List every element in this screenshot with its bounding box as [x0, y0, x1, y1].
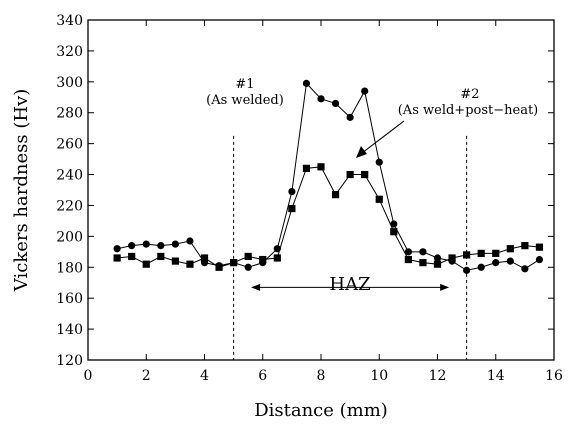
data-point-circle: [186, 237, 194, 245]
y-tick-label: 180: [56, 260, 83, 276]
data-point-circle: [404, 248, 412, 256]
haz-label: HAZ: [329, 274, 370, 295]
data-point-circle: [142, 240, 150, 248]
data-point-circle: [244, 263, 252, 271]
data-point-circle: [535, 255, 544, 264]
data-point-circle: [361, 87, 369, 95]
data-point-square: [390, 228, 398, 236]
x-tick-label: 10: [370, 368, 388, 384]
data-point-circle: [157, 242, 165, 250]
data-point-square: [521, 242, 529, 250]
data-point-square: [288, 204, 296, 213]
data-point-square: [506, 245, 514, 253]
y-tick-label: 320: [56, 44, 83, 60]
data-point-circle: [317, 95, 325, 103]
x-tick-label: 4: [200, 368, 209, 384]
data-point-square: [331, 191, 340, 199]
x-tick-label: 6: [258, 368, 267, 384]
data-point-square: [375, 195, 383, 203]
data-point-square: [346, 170, 354, 179]
data-point-square: [361, 170, 369, 179]
data-point-circle: [477, 263, 485, 271]
data-point-square: [200, 254, 209, 262]
annotation-2-number: #2: [460, 87, 479, 102]
haz-arrowhead-right: [440, 283, 450, 291]
data-point-circle: [492, 259, 500, 267]
data-point-square: [492, 249, 500, 257]
data-point-square: [433, 260, 442, 268]
x-tick-label: 12: [429, 368, 447, 384]
haz-arrowhead-left: [251, 283, 261, 291]
data-point-circle: [288, 187, 296, 196]
annotation-1-number: #1: [235, 77, 254, 92]
data-point-square: [404, 255, 412, 264]
data-series: [113, 79, 544, 274]
data-point-circle: [463, 266, 471, 274]
x-axis-title: Distance (mm): [254, 400, 388, 421]
data-point-square: [259, 255, 267, 264]
x-tick-label: 0: [84, 368, 93, 384]
series-line-2: [117, 166, 540, 268]
y-tick-label: 120: [56, 353, 83, 369]
y-axis-title: Vickers hardness (Hv): [11, 89, 32, 292]
data-point-square: [317, 163, 325, 171]
data-point-circle: [302, 79, 311, 87]
data-point-circle: [113, 245, 121, 253]
annotation-2-label: (As weld+post−heat): [398, 103, 539, 118]
data-point-square: [535, 243, 544, 251]
data-point-square: [128, 252, 136, 261]
y-tick-label: 300: [56, 75, 83, 91]
data-point-circle: [375, 158, 383, 166]
plot-frame: [87, 19, 555, 361]
y-tick-label: 200: [56, 229, 83, 245]
y-tick-label: 240: [56, 168, 83, 184]
data-point-square: [448, 254, 456, 262]
x-tick-label: 2: [142, 368, 151, 384]
data-point-circle: [506, 257, 514, 265]
x-tick-label: 8: [317, 368, 326, 384]
haz-span-arrow: [251, 283, 450, 291]
data-point-circle: [346, 113, 354, 121]
data-point-square: [230, 259, 238, 267]
data-point-circle: [390, 220, 398, 228]
data-point-square: [302, 164, 311, 172]
data-point-square: [171, 257, 179, 265]
data-point-square: [157, 252, 165, 261]
data-point-square: [419, 259, 427, 267]
y-tick-label: 160: [56, 291, 83, 307]
data-point-circle: [331, 99, 340, 108]
y-tick-label: 220: [56, 198, 83, 214]
x-tick-label: 14: [487, 368, 505, 384]
data-point-square: [463, 251, 471, 259]
annotation-2-arrow: [361, 120, 405, 154]
data-point-circle: [433, 254, 442, 262]
data-point-circle: [171, 240, 179, 248]
data-point-square: [113, 254, 121, 262]
data-point-circle: [419, 248, 427, 256]
data-point-square: [186, 260, 194, 268]
x-tick-label: 16: [545, 368, 563, 384]
data-point-circle: [521, 265, 529, 273]
axis-ticks: 0 2 4 6 8 10 12 14 16 120 140 160 180 200 220 240 260 280…: [56, 13, 563, 384]
annotation-2-arrowhead: [356, 146, 367, 158]
y-tick-label: 260: [56, 137, 83, 153]
y-tick-label: 140: [56, 322, 83, 338]
data-point-square: [142, 260, 150, 268]
data-point-square: [273, 254, 281, 262]
data-point-circle: [128, 242, 136, 250]
annotation-1-label: (As welded): [206, 93, 284, 108]
data-point-square: [244, 252, 252, 261]
data-point-square: [477, 249, 485, 257]
data-point-square: [215, 263, 223, 271]
y-tick-label: 280: [56, 106, 83, 122]
y-tick-label: 340: [56, 13, 83, 29]
region-boundary-lines: [233, 135, 468, 360]
